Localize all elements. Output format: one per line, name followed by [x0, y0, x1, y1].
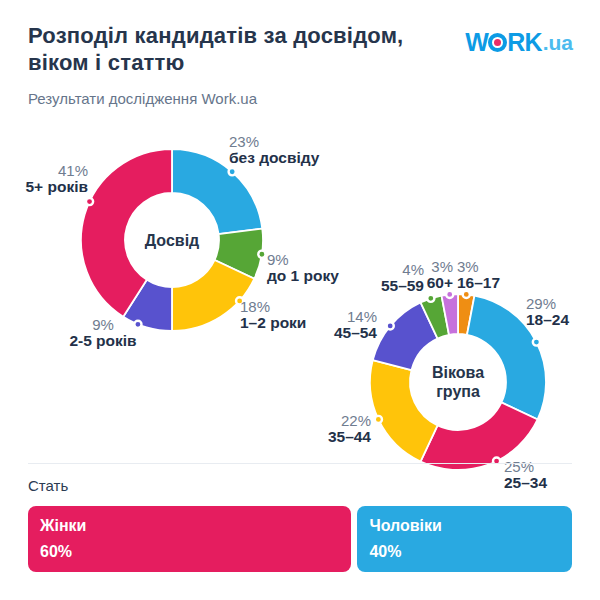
slice-marker-dot [446, 291, 453, 298]
slice-marker-dot [375, 416, 382, 423]
label-18-24: 29% 18–24 [526, 296, 569, 328]
infographic-page: Розподіл кандидатів за досвідом, віком і… [0, 0, 600, 600]
label-60-plus: 3% 60+ [427, 259, 453, 291]
slice-marker-dot [229, 168, 236, 175]
label-no-experience: 23% без досвіду [229, 134, 319, 166]
label-35-44: 22% 35–44 [328, 413, 371, 445]
female-bar: Жінки 60% [28, 506, 351, 572]
label-45-54: 14% 45–54 [334, 309, 377, 341]
label-5-plus-years: 41% 5+ років [25, 163, 88, 195]
slice-marker-dot [427, 295, 434, 302]
male-bar: Чоловіки 40% [357, 506, 572, 572]
age-donut-center-label: Вікова група [432, 363, 484, 401]
label-1-2-years: 18% 1–2 роки [240, 299, 306, 331]
donut-slice [370, 360, 438, 462]
slice-marker-dot [533, 338, 540, 345]
divider-line [28, 463, 572, 464]
slice-marker-dot [86, 198, 93, 205]
label-55-59: 4% 55–59 [381, 262, 424, 294]
slice-marker-dot [258, 251, 265, 258]
gender-bars: Жінки 60% Чоловіки 40% [28, 506, 572, 572]
label-under-1-year: 9% до 1 року [267, 252, 339, 284]
gender-section-title: Стать [28, 477, 68, 494]
slice-marker-dot [463, 291, 470, 298]
label-2-5-years: 9% 2-5 років [69, 317, 136, 349]
experience-donut-center-label: Досвід [145, 231, 200, 250]
label-16-17: 3% 16–17 [457, 259, 500, 291]
slice-marker-dot [387, 322, 394, 329]
